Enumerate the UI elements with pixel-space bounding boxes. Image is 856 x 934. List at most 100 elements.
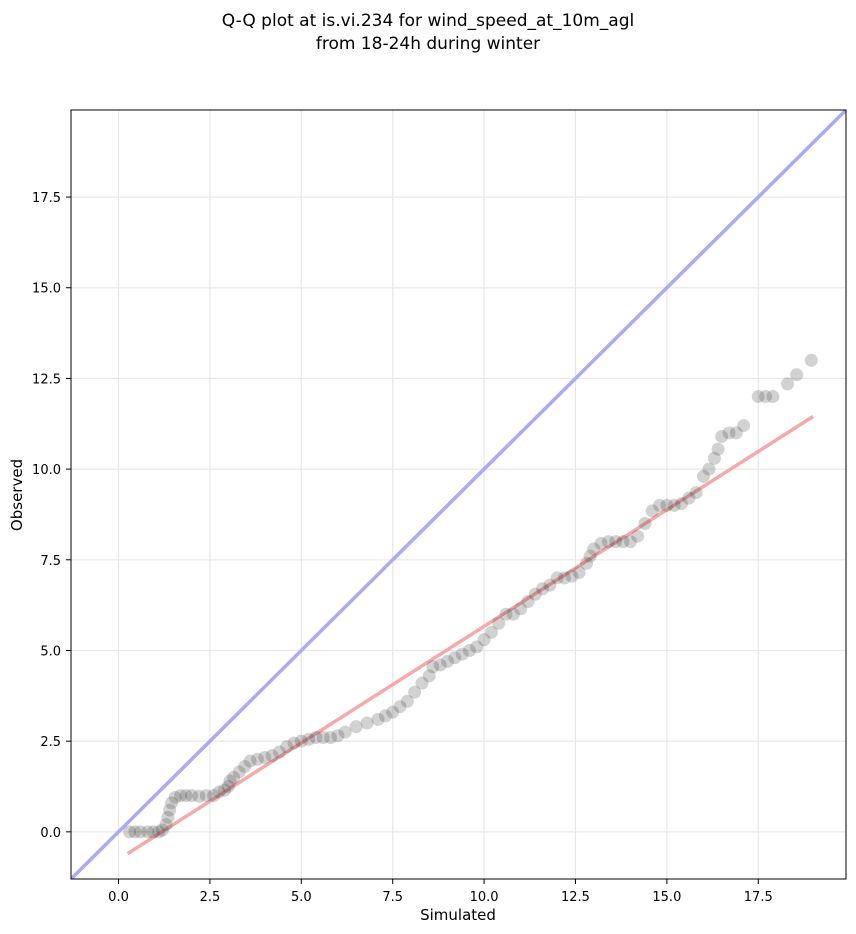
data-point-19 <box>218 783 232 797</box>
data-point-88 <box>702 462 716 476</box>
data-point-59 <box>499 607 513 621</box>
data-point-62 <box>521 595 535 609</box>
data-point-40 <box>360 716 374 730</box>
data-point-31 <box>287 736 301 750</box>
y-tick-label-1: 2.5 <box>40 735 61 750</box>
data-point-68 <box>565 569 579 583</box>
axis-ticks: 0.0 2.5 5.0 7.5 10.0 12.5 15.0 17.5 0.0 2.5 5.0 7.5… <box>32 191 773 905</box>
data-point-44 <box>393 700 407 714</box>
data-point-81 <box>653 498 667 512</box>
data-point-89 <box>707 451 721 465</box>
data-point-93 <box>729 426 743 440</box>
x-tick-label-6: 15.0 <box>652 890 681 905</box>
data-point-9 <box>163 803 177 817</box>
x-tick-label-7: 17.5 <box>744 890 773 905</box>
data-point-17 <box>207 789 221 803</box>
data-point-51 <box>441 654 455 668</box>
data-point-28 <box>265 749 279 763</box>
identity-line <box>71 110 846 879</box>
data-point-37 <box>331 729 345 743</box>
data-point-41 <box>371 712 385 726</box>
data-point-97 <box>766 390 780 404</box>
y-tick-label-2: 5.0 <box>40 644 61 659</box>
data-point-20 <box>221 780 235 794</box>
data-point-99 <box>790 368 804 382</box>
data-point-14 <box>185 789 199 803</box>
data-point-4 <box>146 825 160 839</box>
y-tick-label-6: 15.0 <box>32 282 61 297</box>
data-point-72 <box>587 542 601 556</box>
y-axis-label: Observed <box>8 459 26 531</box>
data-point-60 <box>506 607 520 621</box>
chart-title-line-1: Q-Q plot at is.vi.234 for wind_speed_at_… <box>222 11 634 31</box>
data-point-45 <box>400 694 414 708</box>
data-point-92 <box>722 426 736 440</box>
data-point-67 <box>558 571 572 585</box>
grid-lines <box>71 110 846 879</box>
data-point-0 <box>122 825 136 839</box>
x-axis-label: Simulated <box>420 906 496 924</box>
data-point-7 <box>159 818 173 832</box>
data-point-94 <box>737 419 751 433</box>
data-point-82 <box>660 498 674 512</box>
data-point-5 <box>152 825 166 839</box>
data-point-65 <box>543 578 557 592</box>
data-point-8 <box>161 810 175 824</box>
data-point-56 <box>477 633 491 647</box>
data-point-53 <box>455 647 469 661</box>
data-point-24 <box>238 760 252 774</box>
data-point-54 <box>462 643 476 657</box>
data-point-84 <box>674 497 688 511</box>
data-point-25 <box>243 754 257 768</box>
chart-title-line-2: from 18-24h during winter <box>316 34 540 54</box>
data-point-2 <box>133 825 147 839</box>
data-point-22 <box>227 770 241 784</box>
data-point-63 <box>528 587 542 601</box>
x-tick-label-3: 7.5 <box>382 890 403 905</box>
plot-frame <box>70 109 847 880</box>
data-point-46 <box>408 685 422 699</box>
y-tick-label-4: 10.0 <box>32 463 61 478</box>
data-point-87 <box>696 469 710 483</box>
y-tick-label-3: 7.5 <box>40 554 61 569</box>
x-tick-label-0: 0.0 <box>108 890 129 905</box>
data-point-75 <box>609 535 623 549</box>
data-point-10 <box>165 796 179 810</box>
data-point-18 <box>212 785 226 799</box>
data-point-6 <box>155 823 169 837</box>
y-tick-label-5: 12.5 <box>32 372 61 387</box>
data-point-29 <box>272 745 286 759</box>
data-point-47 <box>415 676 429 690</box>
data-point-39 <box>349 720 363 734</box>
data-point-21 <box>223 774 237 788</box>
data-point-49 <box>426 660 440 674</box>
data-point-79 <box>638 517 652 531</box>
data-point-69 <box>572 565 586 579</box>
x-tick-label-5: 12.5 <box>561 890 590 905</box>
data-point-71 <box>583 549 597 563</box>
fit-line <box>126 415 815 856</box>
data-point-86 <box>689 486 703 500</box>
data-point-48 <box>422 669 436 683</box>
data-point-58 <box>492 616 506 630</box>
data-point-15 <box>192 789 206 803</box>
data-point-1 <box>128 825 142 839</box>
data-point-23 <box>232 765 246 779</box>
data-point-74 <box>601 535 615 549</box>
data-point-100 <box>804 353 818 367</box>
data-point-26 <box>250 752 264 766</box>
data-point-12 <box>174 789 188 803</box>
y-tick-label-7: 17.5 <box>32 191 61 206</box>
reference-lines <box>71 110 846 879</box>
data-point-16 <box>199 789 213 803</box>
data-point-38 <box>338 725 352 739</box>
data-point-57 <box>484 625 498 639</box>
data-point-70 <box>579 556 593 570</box>
data-point-32 <box>294 734 308 748</box>
data-point-85 <box>682 491 696 505</box>
x-tick-label-4: 10.0 <box>470 890 499 905</box>
data-point-95 <box>751 390 765 404</box>
data-point-34 <box>309 731 323 745</box>
data-point-66 <box>550 571 564 585</box>
